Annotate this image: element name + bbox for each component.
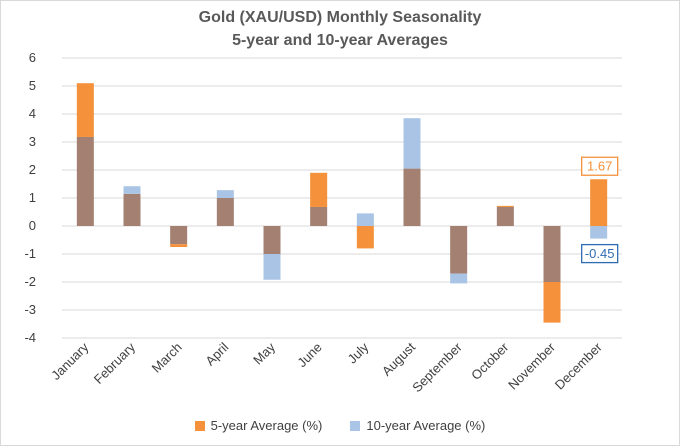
x-tick-label: May bbox=[250, 339, 278, 367]
bar-overlap bbox=[76, 136, 94, 226]
data-callout-label: 1.67 bbox=[587, 159, 612, 174]
data-callout-label: -0.45 bbox=[585, 246, 615, 261]
y-tick-label: 0 bbox=[29, 218, 36, 233]
bar-ten-year bbox=[356, 213, 374, 226]
data-callout-box bbox=[581, 243, 619, 264]
y-tick-label: -1 bbox=[24, 246, 36, 261]
legend-item-ten-year: 10-year Average (%) bbox=[350, 418, 485, 433]
data-callout-box bbox=[581, 156, 619, 176]
chart-title: Gold (XAU/USD) Monthly Seasonality bbox=[198, 9, 482, 26]
bar-overlap bbox=[216, 198, 234, 226]
bar-ten-year bbox=[123, 186, 141, 194]
legend-swatch-ten-year bbox=[350, 420, 361, 431]
x-tick-label: February bbox=[91, 339, 139, 387]
x-tick-label: September bbox=[409, 339, 465, 395]
bar-ten-year bbox=[450, 273, 468, 284]
bar-overlap bbox=[123, 193, 141, 226]
bar-overlap bbox=[310, 206, 328, 226]
x-tick-label: December bbox=[552, 339, 605, 392]
x-tick-label: June bbox=[294, 340, 325, 371]
bar-five-year bbox=[310, 172, 328, 207]
x-tick-label: August bbox=[379, 339, 418, 378]
bar-overlap bbox=[496, 206, 514, 226]
bar-five-year bbox=[496, 205, 514, 207]
y-tick-label: -3 bbox=[24, 302, 36, 317]
legend-item-five-year: 5-year Average (%) bbox=[194, 418, 323, 433]
bar-ten-year bbox=[216, 190, 234, 198]
y-tick-label: 4 bbox=[29, 106, 36, 121]
bar-five-year bbox=[590, 179, 608, 226]
bar-ten-year bbox=[590, 226, 608, 239]
y-tick-label: 2 bbox=[29, 162, 36, 177]
bar-five-year bbox=[543, 282, 561, 323]
y-tick-label: 1 bbox=[29, 190, 36, 205]
bar-five-year bbox=[76, 83, 94, 137]
y-tick-label: 6 bbox=[29, 50, 36, 65]
bar-overlap bbox=[450, 226, 468, 274]
y-tick-label: 3 bbox=[29, 134, 36, 149]
bar-overlap bbox=[170, 226, 188, 245]
y-tick-label: -4 bbox=[24, 330, 36, 345]
x-tick-label: March bbox=[149, 340, 185, 376]
legend: 5-year Average (%) 10-year Average (%) bbox=[0, 418, 680, 433]
legend-swatch-five-year bbox=[194, 420, 205, 431]
y-tick-label: 5 bbox=[29, 78, 36, 93]
y-tick-label: -2 bbox=[24, 274, 36, 289]
x-tick-label: April bbox=[202, 339, 231, 368]
bar-overlap bbox=[543, 226, 561, 282]
bar-five-year bbox=[356, 226, 374, 249]
x-tick-label: November bbox=[505, 339, 558, 392]
legend-label-ten-year: 10-year Average (%) bbox=[366, 418, 486, 433]
chart-subtitle: 5-year and 10-year Averages bbox=[232, 32, 448, 49]
bar-overlap bbox=[403, 168, 421, 226]
x-tick-label: January bbox=[48, 339, 92, 383]
x-tick-label: July bbox=[344, 339, 371, 366]
bar-ten-year bbox=[403, 118, 421, 169]
x-tick-label: October bbox=[468, 339, 512, 383]
bar-ten-year bbox=[263, 254, 281, 280]
bar-overlap bbox=[263, 226, 281, 254]
legend-label-five-year: 5-year Average (%) bbox=[210, 418, 323, 433]
bar-five-year bbox=[170, 244, 188, 247]
